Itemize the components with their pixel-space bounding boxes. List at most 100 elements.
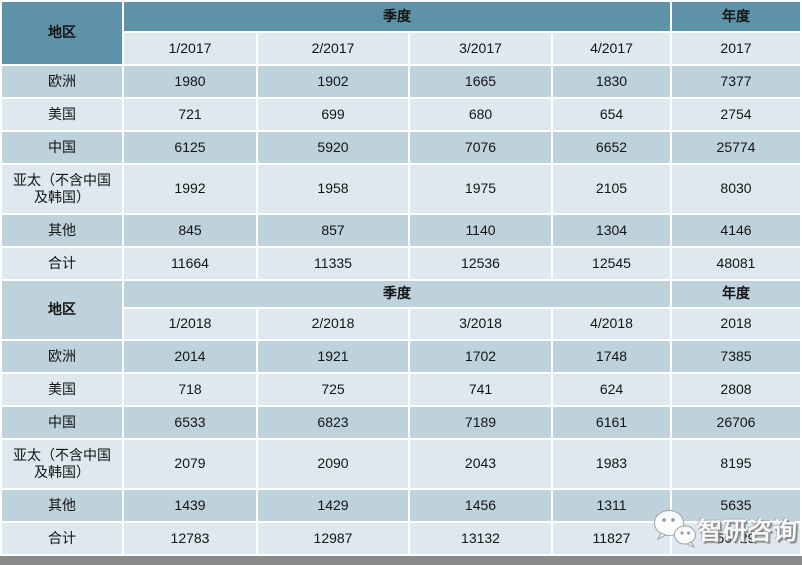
quarter-header-cell: 1/2018: [124, 309, 256, 339]
value-cell: 1439: [124, 490, 256, 521]
value-cell: 2090: [258, 440, 408, 488]
value-cell: 26706: [672, 407, 800, 438]
value-cell: 654: [553, 99, 670, 130]
value-cell: 1992: [124, 165, 256, 213]
region-cell: 其他: [2, 215, 122, 246]
value-cell: 11827: [553, 523, 670, 554]
table-body: 地区 季度 年度 1/2017 2/2017 3/2017 4/2017 2017 欧洲 1980…: [2, 2, 800, 554]
region-cell: 合计: [2, 523, 122, 554]
value-cell: 1830: [553, 66, 670, 97]
quarter-header-cell: 4/2017: [553, 33, 670, 64]
value-cell: 5635: [672, 490, 800, 521]
table-row: 中国 6125 5920 7076 6652 25774: [2, 132, 800, 163]
value-cell: 1665: [410, 66, 551, 97]
value-cell: 12987: [258, 523, 408, 554]
region-header-cell: 地区: [2, 281, 122, 339]
value-cell: 13132: [410, 523, 551, 554]
value-cell: 1748: [553, 341, 670, 372]
year-header-cell: 2017: [672, 33, 800, 64]
value-cell: 6161: [553, 407, 670, 438]
value-cell: 2105: [553, 165, 670, 213]
table-row: 亚太（不含中国及韩国） 2079 2090 2043 1983 8195: [2, 440, 800, 488]
table-row: 合计 12783 12987 13132 11827 50729: [2, 523, 800, 554]
value-cell: 2808: [672, 374, 800, 405]
table-row: 欧洲 2014 1921 1702 1748 7385: [2, 341, 800, 372]
value-cell: 7076: [410, 132, 551, 163]
value-cell: 8195: [672, 440, 800, 488]
value-cell: 12545: [553, 248, 670, 279]
table-row: 亚太（不含中国及韩国） 1992 1958 1975 2105 8030: [2, 165, 800, 213]
quarter-group-header-cell: 季度: [124, 2, 670, 31]
value-cell: 5920: [258, 132, 408, 163]
region-header-cell: 地区: [2, 2, 122, 64]
value-cell: 1456: [410, 490, 551, 521]
region-cell: 美国: [2, 374, 122, 405]
value-cell: 624: [553, 374, 670, 405]
table-row: 合计 11664 11335 12536 12545 48081: [2, 248, 800, 279]
value-cell: 7385: [672, 341, 800, 372]
value-cell: 680: [410, 99, 551, 130]
value-cell: 12783: [124, 523, 256, 554]
table-row: 美国 718 725 741 624 2808: [2, 374, 800, 405]
value-cell: 8030: [672, 165, 800, 213]
region-cell: 美国: [2, 99, 122, 130]
bottom-gray-bar: [0, 556, 802, 565]
value-cell: 1975: [410, 165, 551, 213]
header-row-group: 地区 季度 年度: [2, 281, 800, 339]
quarter-header-cell: 4/2018: [553, 309, 670, 339]
value-cell: 6652: [553, 132, 670, 163]
value-cell: 725: [258, 374, 408, 405]
quarter-header-cell: 2/2018: [258, 309, 408, 339]
quarter-header-cell: 2/2017: [258, 33, 408, 64]
quarter-header-cell: 3/2017: [410, 33, 551, 64]
value-cell: 1304: [553, 215, 670, 246]
quarter-header-cell: 3/2018: [410, 309, 551, 339]
value-cell: 1921: [258, 341, 408, 372]
value-cell: 48081: [672, 248, 800, 279]
value-cell: 699: [258, 99, 408, 130]
table-row: 其他 1439 1429 1456 1311 5635: [2, 490, 800, 521]
table-row: 其他 845 857 1140 1304 4146: [2, 215, 800, 246]
region-cell: 欧洲: [2, 341, 122, 372]
header-row-periods: 1/2018 2/2018 3/2018 4/2018 2018: [2, 309, 800, 339]
region-cell: 亚太（不含中国及韩国）: [2, 440, 122, 488]
region-cell: 其他: [2, 490, 122, 521]
year-header-cell: 2018: [672, 309, 800, 339]
value-cell: 845: [124, 215, 256, 246]
year-group-header-cell: 年度: [672, 2, 800, 31]
table-row: 中国 6533 6823 7189 6161 26706: [2, 407, 800, 438]
region-cell: 中国: [2, 132, 122, 163]
value-cell: 1702: [410, 341, 551, 372]
quarter-group-header-cell: 季度: [124, 281, 670, 307]
value-cell: 50729: [672, 523, 800, 554]
value-cell: 1140: [410, 215, 551, 246]
value-cell: 12536: [410, 248, 551, 279]
value-cell: 721: [124, 99, 256, 130]
region-cell: 中国: [2, 407, 122, 438]
header-row-periods: 1/2017 2/2017 3/2017 4/2017 2017: [2, 33, 800, 64]
region-cell: 欧洲: [2, 66, 122, 97]
table-row: 欧洲 1980 1902 1665 1830 7377: [2, 66, 800, 97]
table-row: 美国 721 699 680 654 2754: [2, 99, 800, 130]
value-cell: 6125: [124, 132, 256, 163]
value-cell: 2043: [410, 440, 551, 488]
quarter-header-cell: 1/2017: [124, 33, 256, 64]
value-cell: 1980: [124, 66, 256, 97]
value-cell: 7189: [410, 407, 551, 438]
value-cell: 7377: [672, 66, 800, 97]
value-cell: 718: [124, 374, 256, 405]
value-cell: 11664: [124, 248, 256, 279]
value-cell: 6823: [258, 407, 408, 438]
value-cell: 741: [410, 374, 551, 405]
value-cell: 1311: [553, 490, 670, 521]
value-cell: 1983: [553, 440, 670, 488]
value-cell: 6533: [124, 407, 256, 438]
value-cell: 2754: [672, 99, 800, 130]
value-cell: 1429: [258, 490, 408, 521]
value-cell: 2014: [124, 341, 256, 372]
value-cell: 2079: [124, 440, 256, 488]
region-cell: 亚太（不含中国及韩国）: [2, 165, 122, 213]
region-cell: 合计: [2, 248, 122, 279]
